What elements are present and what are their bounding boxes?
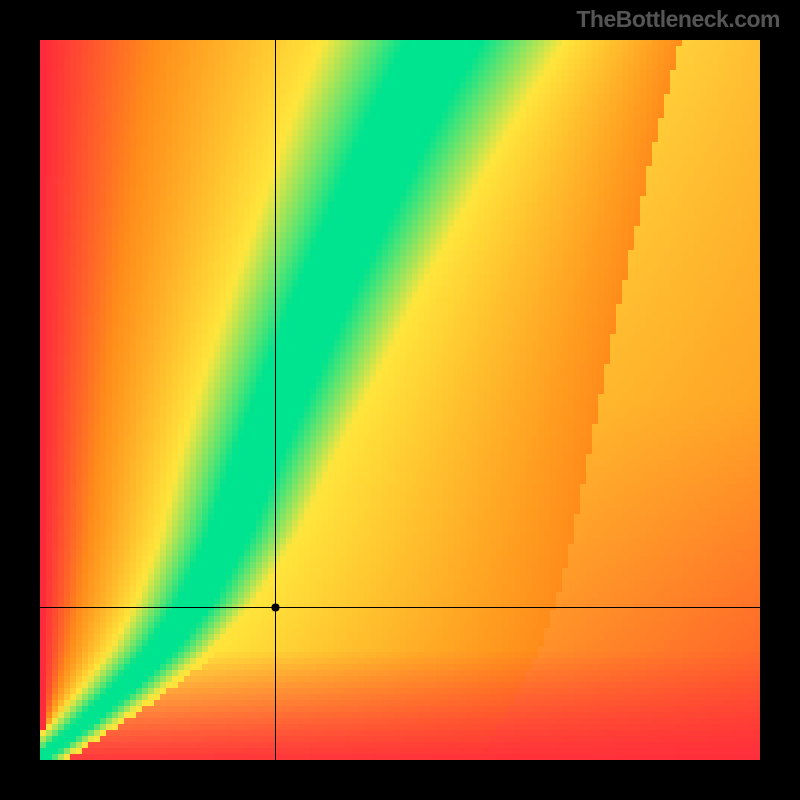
watermark-text: TheBottleneck.com (576, 6, 780, 33)
chart-container: TheBottleneck.com (0, 0, 800, 800)
crosshair-overlay (40, 40, 760, 760)
plot-area (40, 40, 760, 760)
